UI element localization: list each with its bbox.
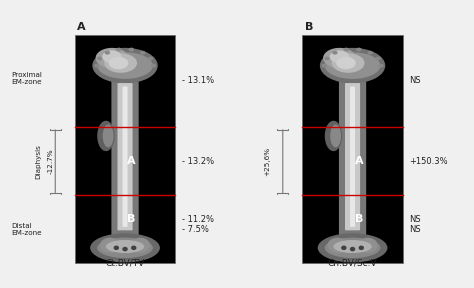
Text: -12.7%: -12.7% xyxy=(48,148,54,174)
Ellipse shape xyxy=(90,233,160,262)
Text: - 7.5%: - 7.5% xyxy=(182,225,209,234)
Ellipse shape xyxy=(104,53,137,73)
Ellipse shape xyxy=(367,51,373,55)
Ellipse shape xyxy=(328,238,347,253)
Text: B: B xyxy=(128,214,136,224)
Ellipse shape xyxy=(114,246,119,250)
Ellipse shape xyxy=(333,240,372,253)
Ellipse shape xyxy=(96,48,128,68)
FancyBboxPatch shape xyxy=(339,75,366,239)
Ellipse shape xyxy=(323,48,356,68)
Ellipse shape xyxy=(325,52,380,79)
Ellipse shape xyxy=(336,57,356,69)
Ellipse shape xyxy=(329,50,349,63)
Text: A: A xyxy=(77,22,86,32)
Ellipse shape xyxy=(330,124,341,147)
FancyBboxPatch shape xyxy=(75,35,175,263)
Ellipse shape xyxy=(321,64,327,67)
Ellipse shape xyxy=(94,64,100,67)
Text: NS: NS xyxy=(409,225,421,234)
Text: Cn.BV/Sc.V: Cn.BV/Sc.V xyxy=(328,259,377,268)
Ellipse shape xyxy=(97,121,115,151)
Ellipse shape xyxy=(103,124,114,147)
PathPatch shape xyxy=(322,238,383,248)
Text: - 11.2%: - 11.2% xyxy=(182,215,214,223)
Ellipse shape xyxy=(318,233,387,262)
Text: A: A xyxy=(128,156,136,166)
Ellipse shape xyxy=(130,238,150,253)
Ellipse shape xyxy=(358,238,378,253)
Ellipse shape xyxy=(325,121,342,151)
Ellipse shape xyxy=(332,53,365,73)
Text: B: B xyxy=(305,22,313,32)
Text: +25,6%: +25,6% xyxy=(264,147,271,176)
Text: NS: NS xyxy=(409,215,421,223)
Ellipse shape xyxy=(320,48,385,83)
PathPatch shape xyxy=(94,238,155,248)
Ellipse shape xyxy=(358,246,364,250)
PathPatch shape xyxy=(324,66,381,76)
Text: NS: NS xyxy=(409,76,421,85)
Ellipse shape xyxy=(116,48,121,52)
Ellipse shape xyxy=(97,56,102,60)
Text: Distal
EM-zone: Distal EM-zone xyxy=(12,223,42,236)
FancyBboxPatch shape xyxy=(118,83,133,230)
Ellipse shape xyxy=(92,48,158,83)
Ellipse shape xyxy=(148,56,153,60)
FancyBboxPatch shape xyxy=(345,83,360,230)
Ellipse shape xyxy=(325,238,381,258)
FancyBboxPatch shape xyxy=(302,35,403,263)
Text: +150.3%: +150.3% xyxy=(409,157,448,166)
Ellipse shape xyxy=(122,247,128,251)
Text: Diaphysis: Diaphysis xyxy=(35,144,41,179)
Ellipse shape xyxy=(378,64,383,67)
FancyBboxPatch shape xyxy=(111,75,139,239)
FancyBboxPatch shape xyxy=(123,87,128,227)
Ellipse shape xyxy=(350,247,356,251)
Ellipse shape xyxy=(356,48,362,52)
Ellipse shape xyxy=(140,51,146,55)
Ellipse shape xyxy=(102,50,122,63)
Ellipse shape xyxy=(106,240,144,253)
Ellipse shape xyxy=(344,48,349,52)
Text: Proximal
EM-zone: Proximal EM-zone xyxy=(12,72,43,85)
PathPatch shape xyxy=(97,66,154,76)
Ellipse shape xyxy=(375,56,381,60)
Ellipse shape xyxy=(97,238,153,258)
Text: - 13.1%: - 13.1% xyxy=(182,76,214,85)
FancyBboxPatch shape xyxy=(350,87,355,227)
Ellipse shape xyxy=(324,56,330,60)
Ellipse shape xyxy=(97,52,153,79)
Text: B: B xyxy=(355,214,363,224)
Ellipse shape xyxy=(128,48,134,52)
Ellipse shape xyxy=(332,51,337,55)
Ellipse shape xyxy=(109,57,128,69)
Ellipse shape xyxy=(341,246,346,250)
Ellipse shape xyxy=(151,64,156,67)
Text: A: A xyxy=(355,156,364,166)
Text: Ct.BV/TV: Ct.BV/TV xyxy=(105,259,145,268)
Ellipse shape xyxy=(105,51,110,55)
Ellipse shape xyxy=(131,246,137,250)
Text: - 13.2%: - 13.2% xyxy=(182,157,214,166)
Ellipse shape xyxy=(100,238,119,253)
